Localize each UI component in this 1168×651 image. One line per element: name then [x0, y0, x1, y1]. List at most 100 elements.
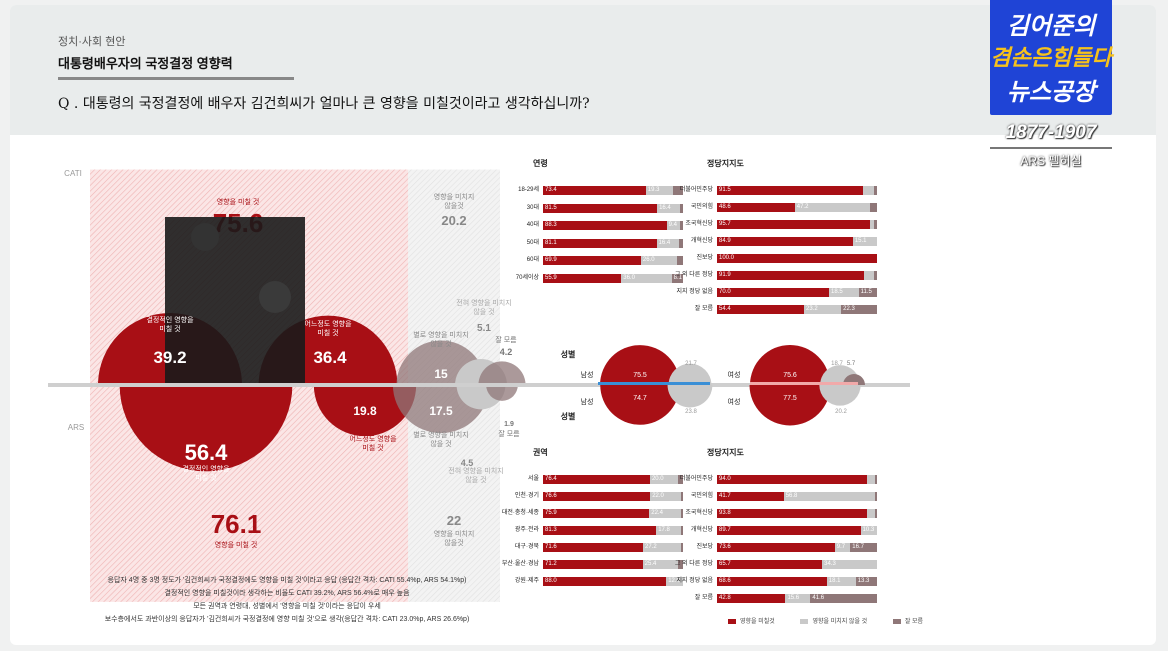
cati-no-effect-caption-2: 않을것 — [444, 201, 463, 210]
age-segment-1: 19.3 — [645, 186, 673, 195]
region-bar: 88.0 12.0 — [543, 577, 683, 586]
age-segment-2: 2.5 — [679, 238, 683, 248]
female-ars-effect-value: 77.5 — [783, 395, 797, 402]
party-cati-row: 지지 정당 없음 70.0 18.5 11.5 — [677, 288, 877, 297]
party-ars-segment-1: 18.1 — [826, 577, 856, 586]
party-cati-segment-1: 6.1 — [864, 271, 874, 280]
age-segment-2: 2.1 — [680, 203, 683, 213]
age-segment-0: 73.4 — [543, 186, 646, 195]
logo-line-1: 김어준의 — [1006, 13, 1096, 40]
ars-dk-value: 1.9 — [504, 421, 514, 428]
party-ars-row-label: 그 외 다른 정당 — [674, 561, 713, 567]
male-cati-no-bubble — [668, 363, 712, 385]
region-segment-1: 17.8 — [656, 526, 681, 535]
region-row: 부산·울산·경남 71.225.43.4 — [502, 560, 683, 569]
region-row: 대구·경북 71.627.21.2 — [515, 543, 683, 552]
party-cati-segment-2: 2.0 — [873, 271, 877, 280]
region-bar: 71.225.43.4 — [543, 560, 683, 569]
cati-some-value: 36.4 — [313, 348, 347, 367]
age-row: 70세이상 55.9 36.0 8.1 — [516, 273, 683, 283]
party-ars-segment-2: 1.5 — [874, 492, 877, 501]
ars-none-caption: 전혀 영향을 미치지 — [448, 466, 503, 475]
region-segment-2: 3.6 — [677, 475, 683, 484]
party-ars-segment-0: 42.8 — [717, 594, 786, 603]
ars-some-caption: 어느정도 영향을 — [349, 434, 397, 443]
cati-no-effect-caption: 영향을 미치지 — [434, 192, 475, 201]
party-ars-segment-1: 9.7 — [834, 543, 851, 552]
party-ars-row: 그 외 다른 정당 65.7 34.3 — [675, 560, 877, 569]
region-row-label: 광주·전라 — [514, 527, 539, 533]
region-title: 권역 — [533, 448, 548, 457]
region-segment-0: 71.2 — [543, 560, 643, 569]
male-label-ars: 남성 — [581, 397, 594, 406]
bar-legend: 영향을 미칠것 영향을 미치지 않을 것 잘 모름 — [728, 616, 947, 625]
region-segment-1: 25.4 — [642, 560, 679, 569]
female-cati-effect-bubble — [750, 345, 830, 385]
party-ars-bar: 42.8 15.6 41.6 — [717, 594, 877, 603]
male-highlight — [598, 382, 710, 385]
ars-effect-value: 76.1 — [211, 509, 262, 539]
age-row-label: 50대 — [526, 239, 539, 246]
male-ars-no-bubble — [667, 385, 713, 408]
ars-decisive-value: 56.4 — [185, 440, 229, 465]
party-cati-segment-2: 4.2 — [870, 203, 877, 212]
age-row: 18-29세 73.419.37.3 — [518, 186, 683, 195]
ars-dk-caption: 잘 모름 — [498, 430, 520, 438]
region-segment-1: 12.0 — [666, 577, 683, 586]
ars-no-effect-caption: 영향을 미치지 — [434, 529, 475, 538]
footnote-4: 보수층에서도 과반이상의 응답자가 '김건희씨가 국정결정에 영향 미칠 것'으… — [104, 616, 470, 623]
female-label-ars: 여성 — [728, 397, 741, 406]
age-row-label: 70세이상 — [515, 274, 539, 281]
party-cati-row-label: 국민의힘 — [690, 204, 713, 210]
party-cati-row: 진보당 100.0 — [696, 254, 877, 263]
party-cati-row-label: 그 외 다른 정당 — [674, 272, 713, 278]
party-cati-segment-1: 18.5 — [829, 288, 859, 297]
male-cati-effect-bubble — [600, 345, 680, 385]
party-cati-segment-0: 91.5 — [717, 186, 864, 195]
party-ars-bar: 68.6 18.1 13.3 — [717, 577, 877, 586]
party-ars-row: 국민의힘 41.756.81.5 — [691, 492, 877, 501]
party-ars-segment-1: 10.3 — [860, 526, 877, 535]
age-bar: 55.9 36.0 8.1 — [543, 273, 683, 283]
age-segment-0: 88.3 — [543, 221, 667, 230]
female-ars-no-bubble — [819, 385, 861, 406]
channel-logo: 김어준의 겸손은힘들다 뉴스공장 — [990, 0, 1112, 115]
age-row-label: 30대 — [526, 204, 539, 211]
party-ars-segment-1: 15.6 — [785, 594, 811, 603]
age-row: 50대 81.116.42.5 — [527, 238, 683, 248]
party-ars-row: 지지 정당 없음 68.6 18.1 13.3 — [677, 577, 877, 586]
party-cati-row: 그 외 다른 정당 91.96.12.0 — [675, 271, 877, 280]
party-ars-row-label: 개혁신당 — [690, 527, 713, 533]
party-ars-bar: 89.7 10.3 — [717, 526, 877, 535]
cati-decisive-caption: 결정적인 영향을 — [146, 315, 194, 324]
footnote-1: 응답자 4명 중 3명 정도가 '김건희씨가 국정결정에도 영향을 미칠 것'이… — [107, 577, 467, 584]
party-ars-row-label: 진보당 — [696, 544, 713, 550]
male-ars-effect-bubble — [600, 385, 680, 425]
age-row-label: 18-29세 — [518, 187, 539, 193]
party-cati-segment-1: 2.3 — [870, 220, 874, 229]
party-ars-segment-2: 1.4 — [874, 475, 877, 484]
party-ars-row-label: 지지 정당 없음 — [676, 578, 713, 584]
age-row: 30대 81.516.42.1 — [527, 203, 683, 213]
region-segment-1: 20.0 — [649, 475, 678, 484]
male-cati-effect-value: 75.5 — [633, 372, 647, 379]
party-cati-bar: 100.0 — [717, 254, 877, 263]
survey-question: Q . 대통령의 국정결정에 배우자 김건희씨가 얼마나 큰 영향을 미칠것이라… — [58, 96, 590, 112]
age-segment-2: 4.1 — [677, 256, 683, 265]
ars-decisive-caption: 결정적인 영향을 — [182, 464, 230, 473]
region-segment-1: 22.0 — [650, 492, 681, 501]
female-cati-effect-value: 75.6 — [783, 372, 797, 379]
region-bar: 76.420.03.6 — [543, 475, 683, 484]
section-label: 정치·사회 현안 — [58, 36, 126, 48]
age-bar: 81.516.42.1 — [543, 203, 683, 213]
party-ars-bar: 65.7 34.3 — [717, 560, 877, 569]
age-segment-0: 69.9 — [543, 256, 641, 265]
region-segment-1: 22.4 — [649, 509, 681, 518]
party-ars-bar: 93.85.30.9 — [717, 509, 877, 518]
region-bar: 76.622.01.4 — [543, 492, 683, 501]
female-cati-no-value: 18.7 — [831, 361, 843, 367]
cati-dk-caption: 잘 모름 — [495, 336, 517, 344]
legend-no-effect: 영향을 미치지 않을 것 — [800, 616, 867, 625]
age-row-label: 60대 — [526, 257, 539, 263]
region-segment-2: 0.9 — [681, 526, 683, 535]
